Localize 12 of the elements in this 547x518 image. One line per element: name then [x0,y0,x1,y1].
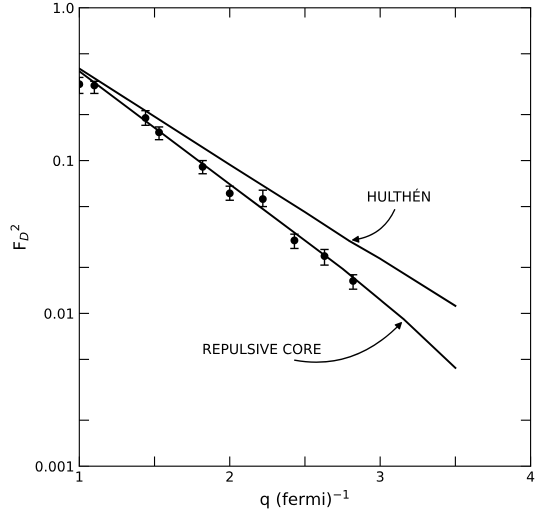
y-tick-label: 0.001 [36,461,74,472]
x-tick-label: 4 [526,471,534,482]
annotation: REPULSIVE CORE [203,344,321,354]
y-tick-label: 0.1 [53,156,74,166]
y-axis-title: F$_{D}$$^{2}$ [10,225,28,250]
y-tick-label: 0.01 [44,308,74,319]
annotation: HULTHÉN [368,188,430,202]
x-axis-title: q (fermi)$^{−1}$ [260,490,349,508]
x-tick-label: 2 [226,471,233,482]
y-tick-label: 1.0 [54,2,74,14]
x-tick-label: 3 [376,471,384,482]
x-tick-label: 1 [76,471,82,482]
